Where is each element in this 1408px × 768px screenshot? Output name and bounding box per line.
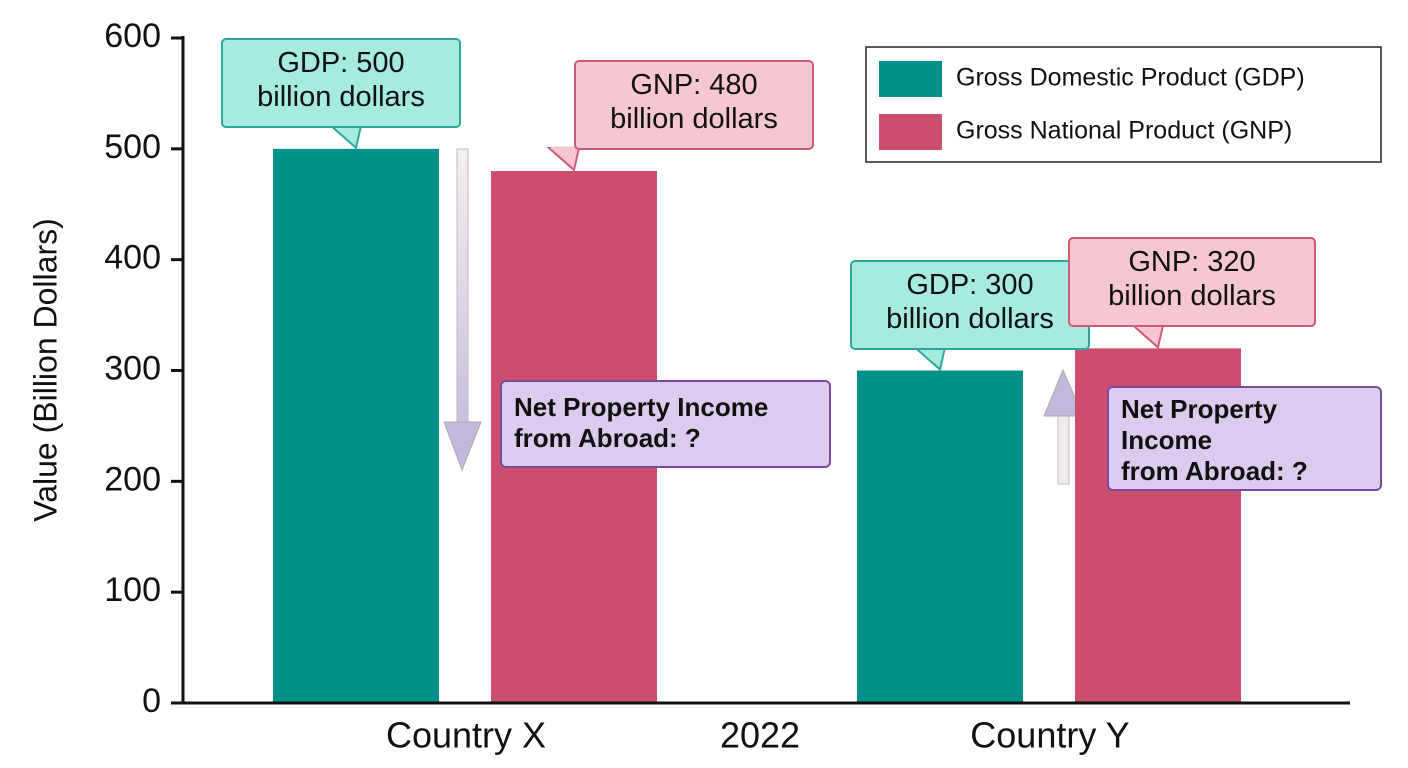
bar bbox=[273, 148, 439, 704]
callout-pointer bbox=[328, 124, 363, 150]
callout-pointer bbox=[546, 147, 581, 172]
y-tick-label: 100 bbox=[104, 571, 161, 609]
annotation: Net Property Income from Abroad: ? bbox=[500, 380, 831, 468]
y-tick-label: 0 bbox=[142, 682, 161, 720]
x-tick-label: Country Y bbox=[970, 715, 1129, 756]
y-tick-label: 300 bbox=[104, 349, 161, 387]
legend-swatch bbox=[879, 114, 942, 150]
legend-label: Gross National Product (GNP) bbox=[956, 117, 1292, 145]
callout-pointer bbox=[912, 346, 947, 372]
legend-label: Gross Domestic Product (GDP) bbox=[956, 64, 1305, 92]
data-label: GNP: 320 billion dollars bbox=[1068, 237, 1316, 328]
legend-swatch bbox=[879, 61, 942, 97]
legend-box bbox=[865, 46, 1382, 163]
y-tick-label: 600 bbox=[104, 17, 161, 55]
data-label: GNP: 480 billion dollars bbox=[574, 60, 814, 150]
annotation: Net Property Income from Abroad: ? bbox=[1107, 386, 1382, 491]
data-label: GDP: 300 billion dollars bbox=[850, 259, 1090, 350]
x-axis-label: 2022 bbox=[720, 715, 800, 756]
callout-pointer bbox=[1130, 324, 1165, 350]
y-tick-label: 500 bbox=[104, 128, 161, 166]
y-tick-label: 400 bbox=[104, 239, 161, 277]
down-arrow bbox=[443, 148, 482, 472]
data-label: GDP: 500 billion dollars bbox=[221, 37, 461, 128]
y-axis-label: Value (Billion Dollars) bbox=[27, 218, 63, 522]
up-arrow bbox=[1043, 368, 1084, 485]
y-tick-label: 200 bbox=[104, 460, 161, 498]
x-tick-label: Country X bbox=[386, 715, 546, 756]
bar bbox=[857, 370, 1023, 703]
